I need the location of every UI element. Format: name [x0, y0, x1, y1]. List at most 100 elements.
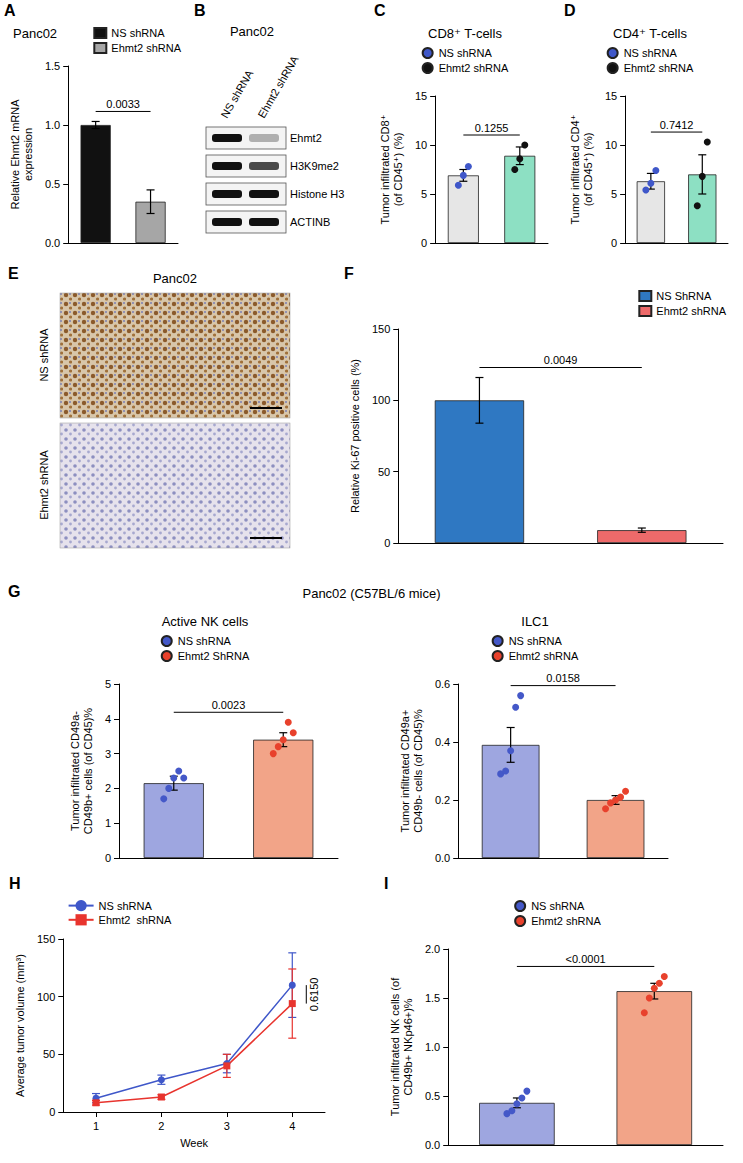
- svg-text:0.0: 0.0: [425, 1139, 440, 1151]
- svg-text:Average tumor volume (mm³): Average tumor volume (mm³): [14, 954, 26, 1097]
- html-text:G: G: [8, 583, 21, 600]
- svg-text:0.0: 0.0: [45, 237, 60, 249]
- svg-text:0.4: 0.4: [435, 736, 450, 748]
- svg-text:H3K9me2: H3K9me2: [290, 160, 339, 172]
- svg-text:1.5: 1.5: [425, 992, 440, 1004]
- svg-text:0.0049: 0.0049: [544, 354, 578, 366]
- svg-text:1.0: 1.0: [45, 119, 60, 131]
- svg-text:10: 10: [605, 139, 617, 151]
- svg-text:Tumor infiltrated NK cells (of: Tumor infiltrated NK cells (of: [389, 977, 401, 1116]
- svg-text:CD49b+ NKp46+)%: CD49b+ NKp46+)%: [402, 998, 414, 1095]
- svg-text:100: 100: [37, 991, 55, 1003]
- svg-text:0: 0: [421, 237, 427, 249]
- svg-text:3: 3: [105, 748, 111, 760]
- svg-text:0.1255: 0.1255: [475, 122, 509, 134]
- svg-text:Histone H3: Histone H3: [290, 188, 344, 200]
- svg-text:ACTINB: ACTINB: [290, 216, 330, 228]
- svg-text:0: 0: [49, 1106, 55, 1118]
- svg-text:Tumor infiltrated CD49a-: Tumor infiltrated CD49a-: [69, 711, 81, 831]
- svg-text:Tumor infiltrated CD49a+: Tumor infiltrated CD49a+: [399, 710, 411, 833]
- svg-text:3: 3: [224, 1120, 230, 1132]
- svg-text:5: 5: [611, 188, 617, 200]
- svg-text:Ehmt2 ShRNA: Ehmt2 ShRNA: [178, 650, 250, 662]
- svg-text:<0.0001: <0.0001: [566, 953, 606, 965]
- svg-text:NS shRNA: NS shRNA: [38, 328, 50, 382]
- svg-text:Ehmt2 shRNA: Ehmt2 shRNA: [656, 305, 726, 317]
- svg-text:NS shRNA: NS shRNA: [218, 67, 255, 120]
- svg-text:150: 150: [37, 933, 55, 945]
- svg-text:Active NK cells: Active NK cells: [162, 614, 249, 629]
- svg-text:CD4⁺ T-cells: CD4⁺ T-cells: [613, 26, 687, 41]
- html-text:Panc02 (C57BL/6 mice): Panc02 (C57BL/6 mice): [302, 586, 441, 601]
- svg-text:NS ShRNA: NS ShRNA: [656, 290, 712, 302]
- svg-text:2: 2: [158, 1120, 164, 1132]
- svg-text:CD8⁺ T-cells: CD8⁺ T-cells: [428, 26, 502, 41]
- svg-text:Panc02: Panc02: [153, 271, 197, 286]
- svg-text:NS shRNA: NS shRNA: [178, 635, 232, 647]
- html-text:B: B: [194, 2, 206, 19]
- svg-text:0: 0: [105, 852, 111, 864]
- svg-text:Ehmt2 shRNA: Ehmt2 shRNA: [99, 914, 172, 926]
- svg-text:Ehmt2 shRNA: Ehmt2 shRNA: [111, 42, 181, 54]
- svg-text:50: 50: [378, 466, 390, 478]
- svg-text:1.0: 1.0: [425, 1041, 440, 1053]
- svg-text:0.5: 0.5: [425, 1090, 440, 1102]
- html-text:D: D: [564, 2, 576, 19]
- svg-text:Relative Ehmt2 mRNA: Relative Ehmt2 mRNA: [9, 99, 21, 210]
- svg-text:0.0033: 0.0033: [106, 98, 140, 110]
- svg-text:4: 4: [105, 713, 111, 725]
- svg-text:Ehmt2 shRNA: Ehmt2 shRNA: [255, 53, 301, 120]
- svg-text:15: 15: [605, 90, 617, 102]
- svg-text:1: 1: [105, 817, 111, 829]
- svg-text:Relative Ki-67 positive cells: Relative Ki-67 positive cells (%): [349, 359, 361, 513]
- svg-text:NS shRNA: NS shRNA: [111, 27, 165, 39]
- svg-text:Week: Week: [180, 1137, 208, 1149]
- svg-text:NS shRNA: NS shRNA: [439, 47, 493, 59]
- svg-text:Panc02: Panc02: [230, 24, 274, 39]
- svg-text:Ehmt2 shRNA: Ehmt2 shRNA: [531, 915, 601, 927]
- svg-text:Ehmt2: Ehmt2: [290, 132, 322, 144]
- svg-text:expression: expression: [22, 128, 34, 181]
- svg-text:0.6150: 0.6150: [308, 978, 320, 1012]
- html-text:A: A: [4, 2, 16, 19]
- svg-text:NS shRNA: NS shRNA: [509, 635, 563, 647]
- svg-text:150: 150: [372, 323, 390, 335]
- svg-text:(of CD45⁺) (%): (of CD45⁺) (%): [582, 133, 594, 207]
- svg-text:15: 15: [415, 90, 427, 102]
- svg-text:ILC1: ILC1: [521, 614, 548, 629]
- svg-text:50: 50: [43, 1048, 55, 1060]
- svg-text:2.0: 2.0: [425, 943, 440, 955]
- svg-text:0.0023: 0.0023: [212, 699, 246, 711]
- svg-text:0.5: 0.5: [45, 178, 60, 190]
- svg-text:NS shRNA: NS shRNA: [531, 900, 585, 912]
- svg-text:Ehmt2 shRNA: Ehmt2 shRNA: [624, 62, 694, 74]
- svg-text:0.0: 0.0: [435, 852, 450, 864]
- html-text:C: C: [374, 2, 386, 19]
- svg-text:0.2: 0.2: [435, 794, 450, 806]
- svg-text:CD49b- cells (of CD45)%: CD49b- cells (of CD45)%: [412, 709, 424, 833]
- svg-text:0.0158: 0.0158: [546, 672, 580, 684]
- svg-text:5: 5: [105, 678, 111, 690]
- svg-text:4: 4: [289, 1120, 295, 1132]
- svg-text:10: 10: [415, 139, 427, 151]
- svg-text:0: 0: [611, 237, 617, 249]
- svg-text:0.7412: 0.7412: [660, 119, 694, 131]
- html-text:H: H: [9, 875, 21, 892]
- svg-text:1: 1: [93, 1120, 99, 1132]
- svg-text:Ehmt2 shRNA: Ehmt2 shRNA: [38, 449, 50, 519]
- svg-text:0.6: 0.6: [435, 678, 450, 690]
- svg-text:100: 100: [372, 394, 390, 406]
- svg-text:1.5: 1.5: [45, 60, 60, 72]
- svg-text:Tumor infiltrated CD4⁺: Tumor infiltrated CD4⁺: [569, 114, 581, 224]
- svg-text:2: 2: [105, 782, 111, 794]
- svg-text:(of CD45⁺) (%): (of CD45⁺) (%): [392, 133, 404, 207]
- svg-text:Panc02: Panc02: [13, 26, 57, 41]
- svg-text:Ehmt2 shRNA: Ehmt2 shRNA: [439, 62, 509, 74]
- svg-text:NS shRNA: NS shRNA: [624, 47, 678, 59]
- svg-text:Ehmt2 shRNA: Ehmt2 shRNA: [509, 650, 579, 662]
- svg-text:CD49b+ cells (of CD45)%: CD49b+ cells (of CD45)%: [82, 708, 94, 834]
- svg-text:0: 0: [384, 537, 390, 549]
- svg-text:Tumor infiltrated CD8⁺: Tumor infiltrated CD8⁺: [379, 114, 391, 224]
- svg-text:NS shRNA: NS shRNA: [99, 900, 153, 912]
- svg-text:5: 5: [421, 188, 427, 200]
